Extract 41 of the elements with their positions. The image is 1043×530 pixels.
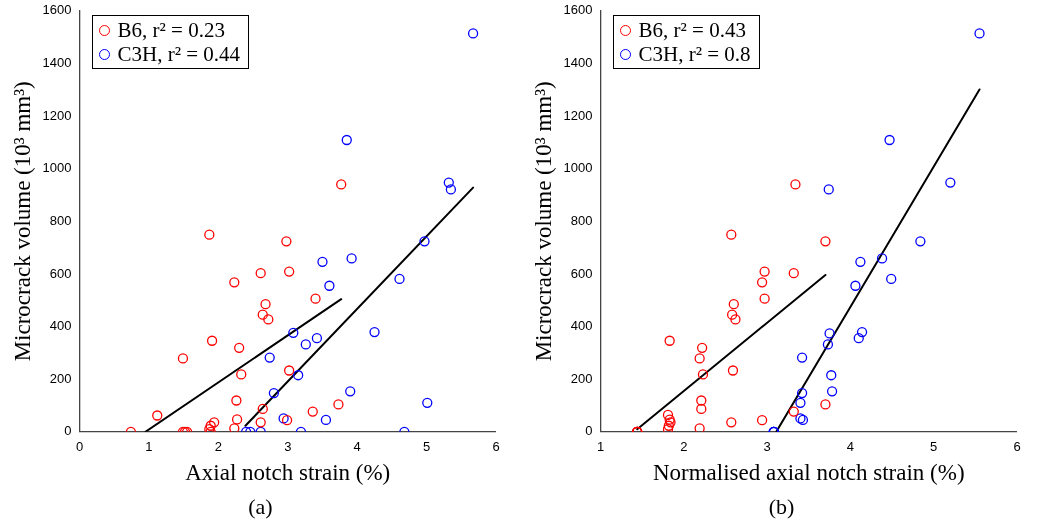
y-tick-label: 1400 — [42, 55, 72, 70]
x-axis-title: Axial notch strain (%) — [185, 460, 391, 486]
y-tick-label: 800 — [570, 212, 593, 228]
x-tick-label: 3 — [284, 439, 292, 455]
legend-label: C3H, r² = 0.44 — [117, 41, 241, 66]
x-tick-label: 5 — [422, 439, 431, 455]
text: (b) — [768, 494, 795, 520]
y-tick-label: 200 — [49, 370, 72, 386]
x-tick-label: 4 — [846, 439, 855, 455]
y-tick-label: 0 — [64, 423, 72, 439]
x-tick-label: 6 — [492, 439, 500, 455]
x-axis-title: Normalised axial notch strain (%) — [652, 460, 965, 486]
y-tick-label: 1600 — [42, 2, 72, 18]
x-tick-label: 4 — [353, 439, 361, 455]
y-tick-label: 800 — [49, 212, 72, 228]
x-tick-label: 5 — [930, 439, 938, 455]
y-tick-label: 400 — [570, 318, 593, 334]
y-tick-label: 1600 — [563, 2, 593, 18]
legend-label: C3H, r² = 0.8 — [638, 41, 751, 66]
x-tick-label: 0 — [75, 439, 84, 455]
y-axis-title: Microcrack volume (10³ mm³) — [9, 81, 35, 362]
y-tick-label: 400 — [49, 318, 72, 334]
x-tick-label: 2 — [680, 439, 688, 455]
x-tick-label: 1 — [596, 439, 605, 455]
y-tick-label: 200 — [570, 370, 593, 386]
text: (a) — [248, 494, 273, 520]
y-tick-label: 1000 — [563, 160, 593, 176]
y-tick-label: 600 — [49, 265, 72, 281]
y-tick-label: 0 — [585, 423, 593, 439]
y-axis-title: Microcrack volume (10³ mm³) — [530, 81, 556, 362]
x-tick-label: 3 — [763, 439, 771, 455]
y-tick-label: 1200 — [563, 107, 593, 123]
y-tick-label: 1200 — [42, 107, 72, 123]
x-tick-label: 1 — [145, 439, 153, 455]
x-tick-label: 2 — [214, 439, 222, 455]
x-tick-label: 6 — [1013, 439, 1021, 455]
y-tick-label: 600 — [570, 265, 593, 281]
y-tick-label: 1400 — [563, 55, 593, 70]
legend-label: B6, r² = 0.43 — [638, 17, 746, 42]
legend-label: B6, r² = 0.23 — [117, 17, 225, 42]
y-tick-label: 1000 — [42, 160, 72, 176]
